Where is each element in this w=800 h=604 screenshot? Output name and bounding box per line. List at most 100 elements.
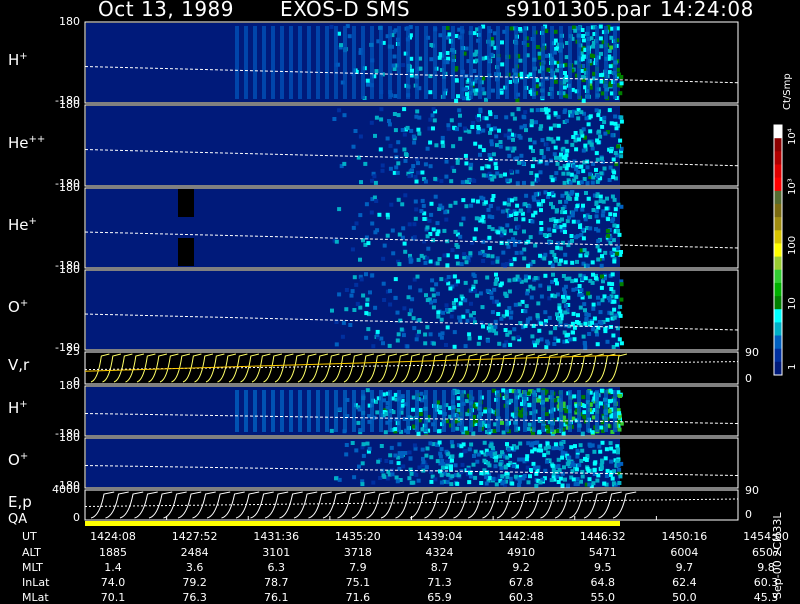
panel-h_plus_2-pixel xyxy=(546,429,551,434)
panel-h_plus_2-band xyxy=(550,390,554,432)
panel-he_plus-pixel xyxy=(490,198,495,202)
panel-h_plus_2-band xyxy=(505,390,509,432)
ephemeris-cell: 6004 xyxy=(670,546,699,559)
panel-h_plus-pixel xyxy=(471,88,476,93)
panel-o_plus_2-pixel xyxy=(424,465,429,470)
panel-o_plus_2-pixel xyxy=(545,459,549,464)
panel-he_plusplus-pixel xyxy=(489,142,494,147)
panel-o_plus_2-pixel xyxy=(411,480,416,485)
panel-o_plus-pixel xyxy=(529,295,534,300)
panel-ep-curve xyxy=(569,491,593,519)
panel-h_plus-pixel xyxy=(525,43,530,47)
panel-o_plus-pixel xyxy=(605,339,610,344)
panel-h_plus_2-pixel xyxy=(616,408,621,413)
panel-o_plus-pixel xyxy=(595,342,600,347)
panel-he_plusplus-pixel xyxy=(480,166,485,171)
panel-o_plus_2-pixel xyxy=(409,471,414,476)
panel-o_plus-pixel xyxy=(601,279,605,284)
panel-h_plus-pixel xyxy=(525,74,530,79)
panel-h_plus_2-pixel xyxy=(590,430,595,435)
panel-he_plusplus-pixel xyxy=(495,143,499,148)
panel-he_plus-pixel xyxy=(563,260,568,265)
panel-vr-curve xyxy=(493,353,513,383)
ephemeris-cell: 4324 xyxy=(425,546,454,559)
panel-h_plus-pixel xyxy=(445,26,450,30)
panel-he_plusplus-pixel xyxy=(388,166,393,171)
panel-h_plus_2-pixel xyxy=(544,389,549,394)
panel-o_plus-pixel xyxy=(615,342,620,347)
panel-he_plusplus-pixel xyxy=(416,161,420,166)
panel-he_plus-pixel xyxy=(490,227,495,232)
panel-h_plus_2-pixel xyxy=(393,427,398,432)
panel-h_plus-pixel xyxy=(481,76,486,81)
panel-o_plus-pixel xyxy=(561,294,565,299)
panel-he_plusplus-pixel xyxy=(609,149,613,154)
ephemeris-cell: 45.3 xyxy=(753,591,779,604)
panel-label-text: He xyxy=(8,216,29,234)
panel-o_plus_2-pixel xyxy=(596,473,601,478)
panel-o_plus-pixel xyxy=(452,330,457,335)
panel-he_plusplus-pixel xyxy=(612,170,617,175)
panel-o_plus_2-pixel xyxy=(515,464,519,469)
panel-o_plus_2-pixel xyxy=(414,472,419,477)
panel-vr-curve xyxy=(240,353,260,383)
panel-he_plus-pixel xyxy=(594,202,599,206)
panel-he_plusplus-pixel xyxy=(494,134,499,139)
panel-h_plus-pixel xyxy=(381,40,386,45)
panel-he_plusplus-pixel xyxy=(574,164,579,169)
panel-he_plusplus-pixel xyxy=(396,140,401,145)
panel-h_plus_2-pixel xyxy=(483,409,488,414)
panel-he_plus-pixel xyxy=(585,263,590,268)
panel-o_plus_2-pixel xyxy=(486,478,491,483)
panel-he_plusplus-pixel xyxy=(400,128,405,132)
panel-he_plus-pixel xyxy=(455,261,460,266)
panel-h_plus_2-band xyxy=(604,390,608,432)
panel-he_plus-pixel xyxy=(596,205,601,210)
panel-o_plus_2-pixel xyxy=(407,476,412,481)
panel-o_plus-pixel xyxy=(494,299,499,304)
panel-o_plus_2-pixel xyxy=(608,441,613,446)
panel-he_plus-pixel xyxy=(419,253,424,258)
panel-o_plus_2-pixel xyxy=(553,442,558,447)
panel-o_plus-pixel xyxy=(523,323,528,328)
panel-h_plus_2-band xyxy=(433,390,437,432)
panel-o_plus_2-pixel xyxy=(532,447,537,452)
ephemeris-cell: 6507 xyxy=(752,546,780,559)
panel-o_plus_2-pixel xyxy=(468,474,473,479)
panel-o_plus-pixel xyxy=(619,341,624,346)
panel-o_plus_2-pixel xyxy=(361,453,366,458)
panel-o_plus_2-pixel xyxy=(504,472,509,477)
panel-o_plus_2-pixel xyxy=(572,463,577,468)
panel-o_plus-pixel xyxy=(472,320,477,325)
panel-he_plusplus-pixel xyxy=(380,168,385,173)
panel-h_plus_2-pixel xyxy=(537,429,542,434)
panel-h_plus_2-pixel xyxy=(565,425,570,430)
panel-h_plus_2-pixel xyxy=(381,392,386,397)
panel-he_plusplus-pixel xyxy=(535,108,540,113)
panel-o_plus_2-pixel xyxy=(386,469,391,474)
ephemeris-cell: 9.5 xyxy=(594,561,612,574)
panel-vr-curve xyxy=(378,353,398,383)
panel-h_plus-pixel xyxy=(517,73,522,78)
panel-he_plus-pixel xyxy=(400,235,405,240)
panel-o_plus-pixel xyxy=(399,327,404,332)
panel-he_plus-pixel xyxy=(408,253,412,258)
panel-o_plus-pixel xyxy=(381,281,386,286)
panel-he_plusplus-pixel xyxy=(402,147,407,152)
panel-he_plus-pixel xyxy=(557,262,562,266)
panel-h_plus-pixel xyxy=(438,33,443,38)
panel-he_plus-pixel xyxy=(506,244,511,249)
panel-h_plus_2-pixel xyxy=(606,389,611,394)
panel-h_plus-pixel xyxy=(534,91,539,96)
panel-o_plus_2-pixel xyxy=(407,450,412,455)
panel-h_plus-pixel xyxy=(608,64,613,69)
panel-h_plus-pixel xyxy=(466,59,471,64)
panel-o_plus_2-pixel xyxy=(547,458,552,463)
panel-h_plus-pixel xyxy=(345,24,350,29)
panel-h_plus-band xyxy=(514,26,518,99)
panel-he_plus-pixel xyxy=(375,228,380,233)
panel-o_plus-pixel xyxy=(508,342,513,347)
panel-he_plusplus-pixel xyxy=(415,109,420,114)
panel-h_plus-pixel xyxy=(491,88,495,93)
panel-o_plus-pixel xyxy=(566,295,571,300)
